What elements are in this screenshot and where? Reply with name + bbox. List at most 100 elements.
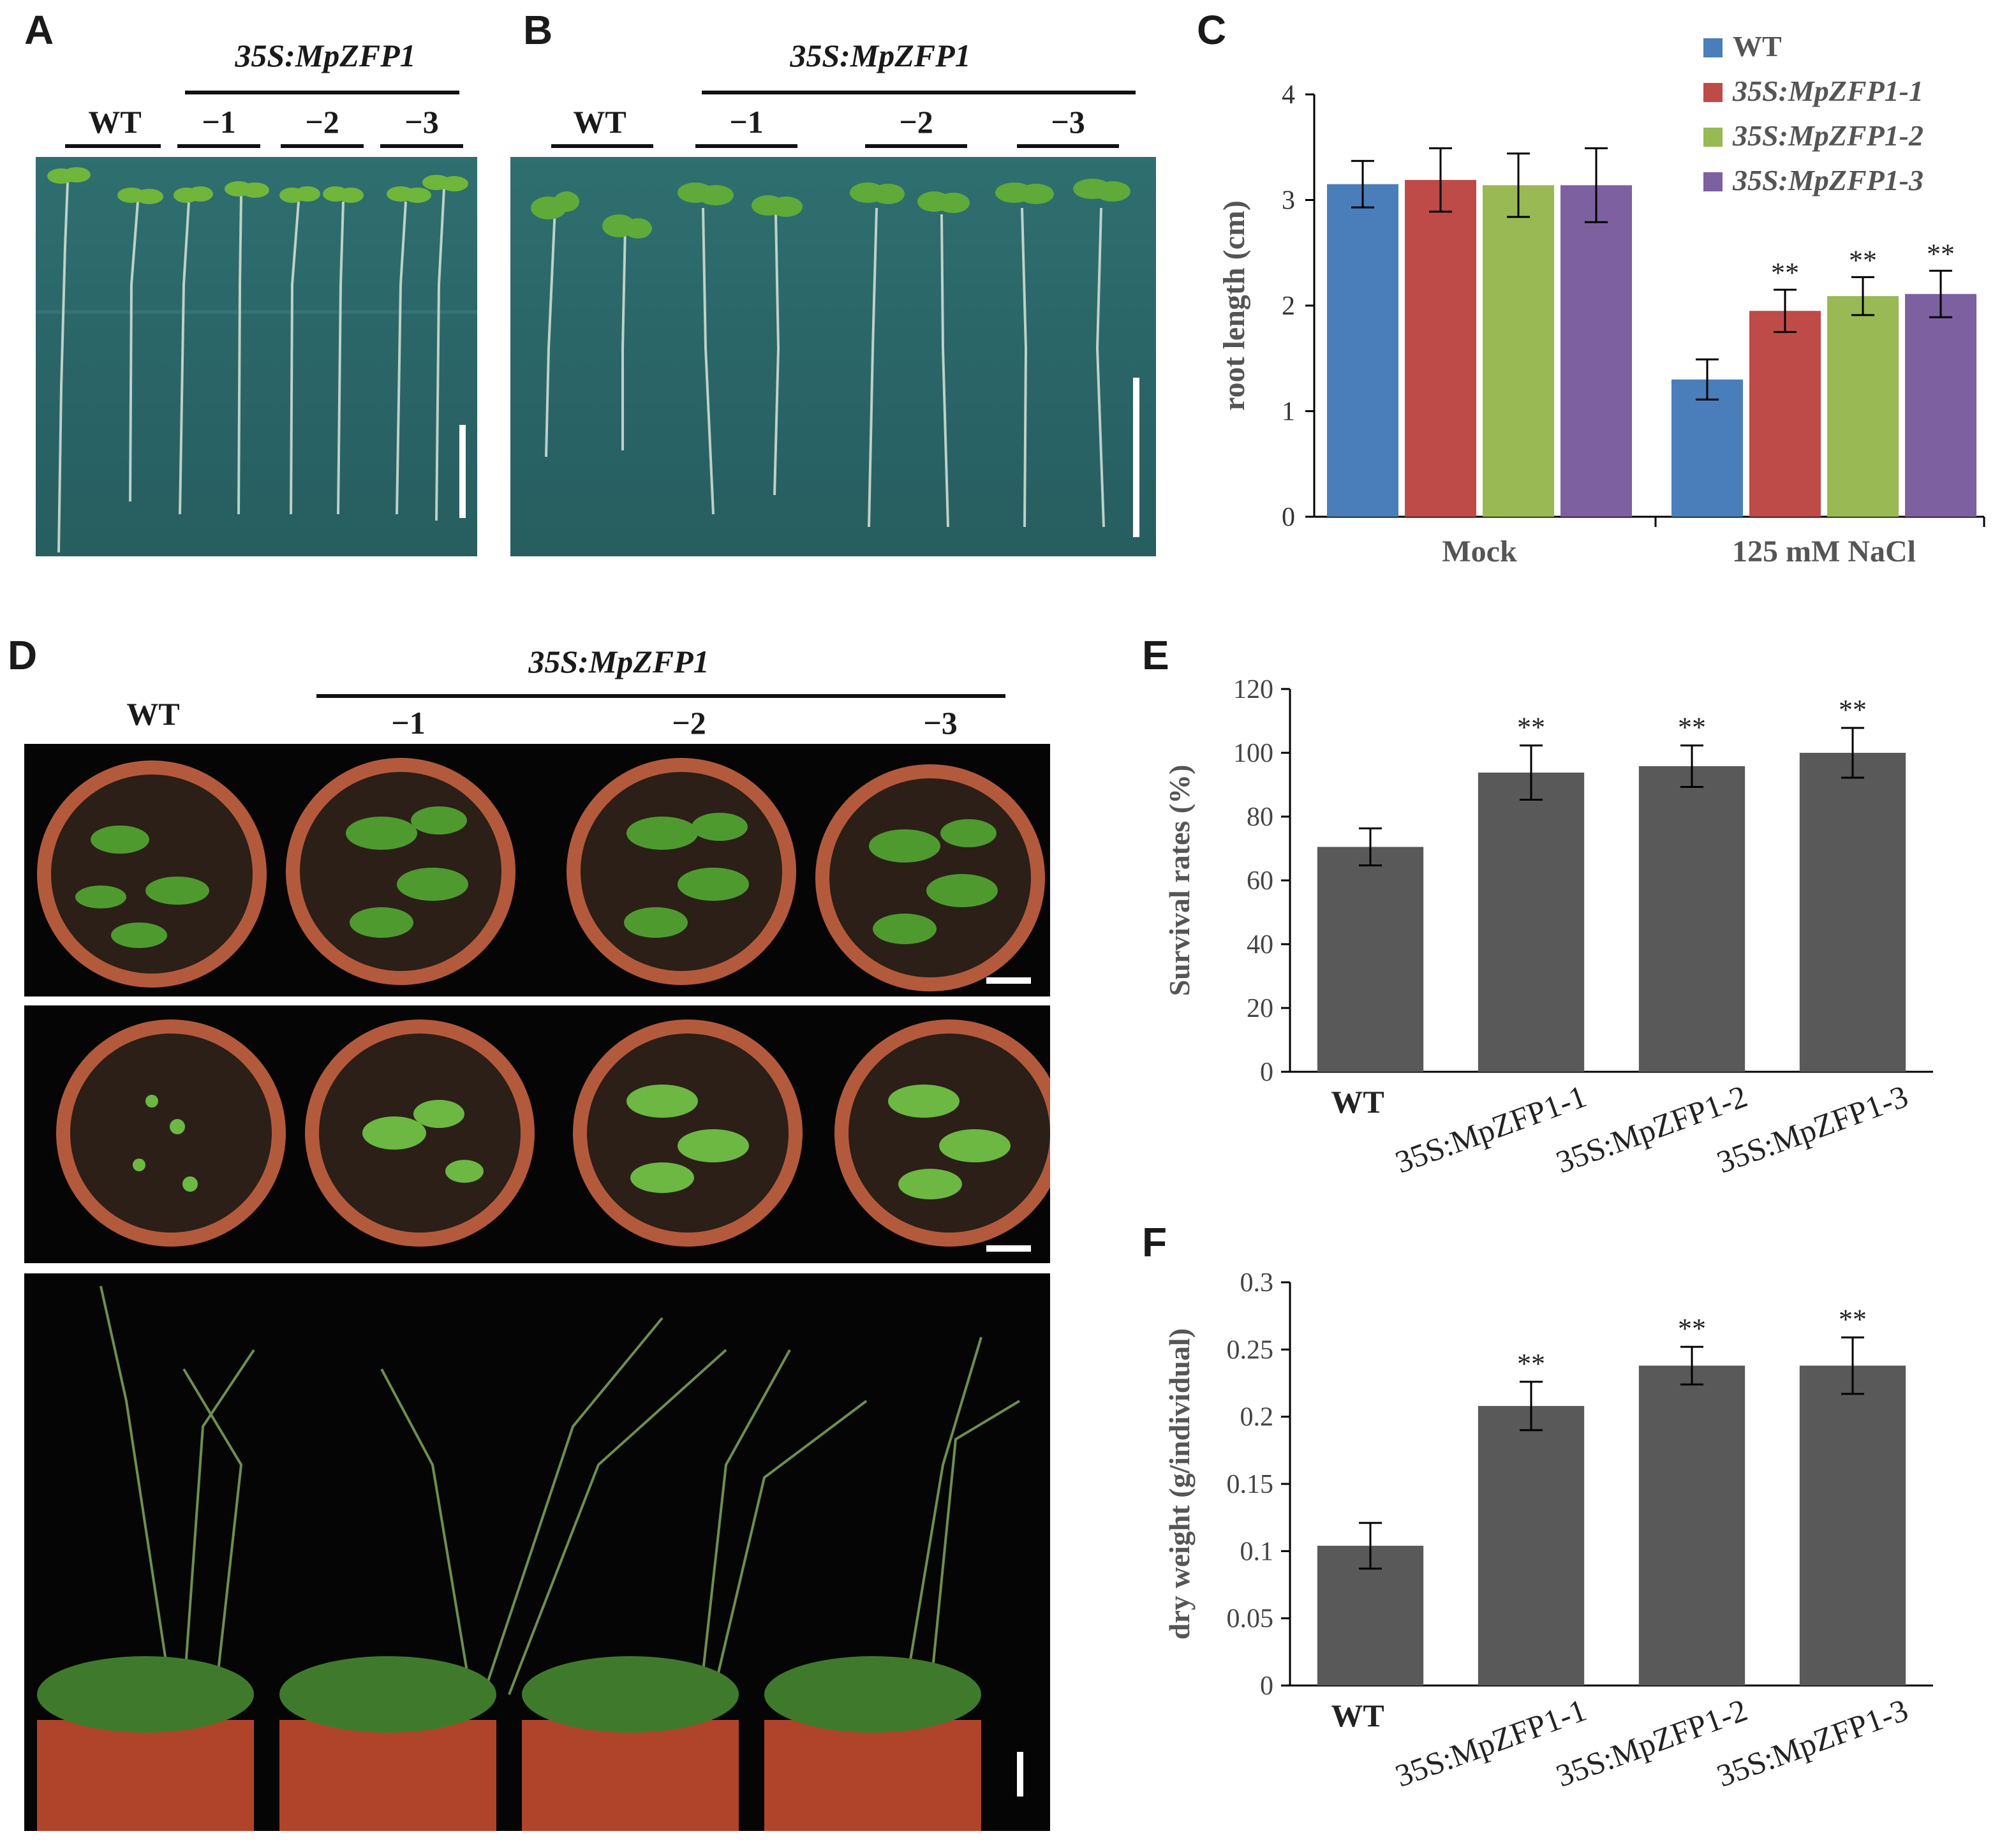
panel-c-root-length-chart: 0 1 2 3 4 root length (cm) Mock ** ** ** 125 mM Na… bbox=[1217, 30, 1985, 568]
panel-b-wt-bracket bbox=[551, 144, 653, 148]
panel-b-scale-bar bbox=[1133, 378, 1139, 537]
c-legend-label: 35S:MpZFP1-1 bbox=[1732, 75, 1923, 107]
f-y-axis-title: dry weight (g/individual) bbox=[1163, 1328, 1196, 1640]
e-y-tick-label: 40 bbox=[1247, 930, 1273, 960]
panel-d-group-2: −2 bbox=[672, 705, 706, 741]
c-y-tick-label: 0 bbox=[1282, 503, 1295, 532]
panel-d-pots-salt-photo bbox=[24, 1005, 1050, 1263]
panel-d-pots-salt bbox=[56, 1019, 1050, 1252]
e-y-tick-label: 120 bbox=[1233, 675, 1273, 704]
panel-d-group-wt: WT bbox=[126, 696, 180, 732]
panel-a-line1-bracket bbox=[177, 144, 260, 148]
e-bar bbox=[1638, 766, 1745, 1072]
e-y-tick-label: 0 bbox=[1260, 1058, 1273, 1087]
c-legend-swatch bbox=[1703, 38, 1723, 57]
c-y-tick-label: 4 bbox=[1282, 80, 1295, 110]
panel-b-label: B bbox=[523, 7, 553, 53]
e-significance-mark: ** bbox=[1517, 712, 1545, 743]
panel-b-seedling-plate-photo bbox=[510, 157, 1156, 556]
c-bar bbox=[1483, 185, 1554, 517]
panel-a-label: A bbox=[24, 7, 54, 53]
panel-d-transgene-bracket bbox=[316, 694, 1005, 698]
panel-b-transgene-bracket bbox=[702, 91, 1136, 94]
e-bar bbox=[1799, 753, 1906, 1072]
c-significance-mark: ** bbox=[1927, 238, 1955, 269]
panel-b-line2-bracket bbox=[865, 144, 967, 148]
panel-d-pots-before-photo bbox=[24, 744, 1050, 997]
f-significance-mark: ** bbox=[1517, 1348, 1545, 1379]
panel-a-seedling-plate-photo bbox=[36, 157, 477, 556]
f-significance-mark: ** bbox=[1839, 1303, 1867, 1335]
e-significance-mark: ** bbox=[1839, 694, 1867, 725]
c-x-category-label: 125 mM NaCl bbox=[1732, 535, 1916, 568]
panel-d-scale-bar-2 bbox=[986, 1245, 1031, 1252]
c-legend-swatch bbox=[1703, 172, 1723, 191]
f-bar bbox=[1799, 1365, 1906, 1686]
panel-e-label: E bbox=[1142, 632, 1169, 678]
e-y-axis-title: Survival rates (%) bbox=[1163, 765, 1196, 997]
panel-d-pots-before bbox=[37, 758, 1045, 991]
f-y-tick-label: 0.1 bbox=[1240, 1537, 1274, 1566]
panel-b-seedlings bbox=[531, 179, 1139, 537]
panel-f-dry-weight-chart: 0 0.05 0.1 0.15 0.2 0.25 0.3 dry weight (g/indi… bbox=[1163, 1268, 1933, 1794]
panel-d-transgene-label: 35S:MpZFP1 bbox=[528, 644, 709, 679]
e-y-tick-label: 100 bbox=[1233, 739, 1273, 768]
panel-d-scale-bar-3 bbox=[1017, 1752, 1023, 1797]
f-y-tick-label: 0 bbox=[1260, 1671, 1273, 1701]
panel-b-group-2: −2 bbox=[899, 104, 933, 140]
panel-b-transgene-label: 35S:MpZFP1 bbox=[790, 38, 971, 73]
c-y-tick-label: 3 bbox=[1282, 186, 1295, 216]
panel-b-group-wt: WT bbox=[573, 104, 626, 140]
e-x-tick-label: WT bbox=[1331, 1084, 1384, 1120]
f-y-tick-label: 0.15 bbox=[1227, 1470, 1274, 1499]
panel-b-line1-bracket bbox=[695, 144, 797, 148]
f-y-tick-label: 0.05 bbox=[1227, 1604, 1274, 1634]
e-bar bbox=[1478, 773, 1585, 1072]
f-bar bbox=[1638, 1365, 1745, 1686]
panel-d-flowering-plants bbox=[37, 1286, 1023, 1831]
panel-a-line2-bracket bbox=[281, 144, 364, 148]
c-bar bbox=[1560, 185, 1632, 517]
panel-b-line3-bracket bbox=[1017, 144, 1119, 148]
panel-b-group-3: −3 bbox=[1051, 104, 1085, 140]
c-legend-label: WT bbox=[1733, 30, 1782, 63]
c-bar bbox=[1749, 311, 1821, 517]
c-bar bbox=[1405, 180, 1476, 517]
panel-a-group-2: −2 bbox=[305, 104, 339, 140]
f-significance-mark: ** bbox=[1678, 1313, 1706, 1344]
c-bar bbox=[1827, 296, 1899, 517]
c-bar bbox=[1327, 184, 1398, 517]
c-legend-swatch bbox=[1703, 83, 1723, 102]
f-x-tick-label: WT bbox=[1331, 1698, 1384, 1733]
panel-a-group-3: −3 bbox=[404, 104, 439, 140]
panel-d-scale-bar-1 bbox=[986, 977, 1031, 984]
c-y-axis-title: root length (cm) bbox=[1217, 200, 1251, 411]
c-legend-label: 35S:MpZFP1-2 bbox=[1732, 119, 1923, 152]
panel-a-seedlings bbox=[36, 167, 477, 553]
panel-d-flowering-photo bbox=[24, 1273, 1050, 1831]
panel-b-group-1: −1 bbox=[729, 104, 764, 140]
c-legend-swatch bbox=[1703, 128, 1723, 147]
e-bar bbox=[1317, 847, 1424, 1072]
e-y-tick-label: 60 bbox=[1247, 866, 1273, 896]
panel-a-wt-bracket bbox=[65, 144, 161, 148]
panel-d-group-3: −3 bbox=[923, 705, 958, 741]
c-significance-mark: ** bbox=[1771, 257, 1799, 288]
f-bar bbox=[1478, 1405, 1585, 1686]
c-bar bbox=[1671, 379, 1743, 517]
e-y-tick-label: 20 bbox=[1247, 994, 1273, 1023]
f-y-tick-label: 0.2 bbox=[1240, 1403, 1274, 1432]
c-bar bbox=[1905, 293, 1976, 517]
panel-a-group-wt: WT bbox=[88, 104, 142, 140]
panel-d-label: D bbox=[8, 632, 38, 678]
c-significance-mark: ** bbox=[1849, 244, 1877, 276]
panel-f-label: F bbox=[1142, 1219, 1167, 1265]
panel-c-label: C bbox=[1197, 7, 1227, 53]
c-legend-label: 35S:MpZFP1-3 bbox=[1732, 164, 1923, 196]
panel-a-group-1: −1 bbox=[202, 104, 236, 140]
f-y-tick-label: 0.25 bbox=[1227, 1335, 1274, 1365]
c-y-tick-label: 2 bbox=[1282, 292, 1295, 321]
f-y-tick-label: 0.3 bbox=[1240, 1268, 1274, 1298]
c-y-tick-label: 1 bbox=[1282, 397, 1295, 427]
